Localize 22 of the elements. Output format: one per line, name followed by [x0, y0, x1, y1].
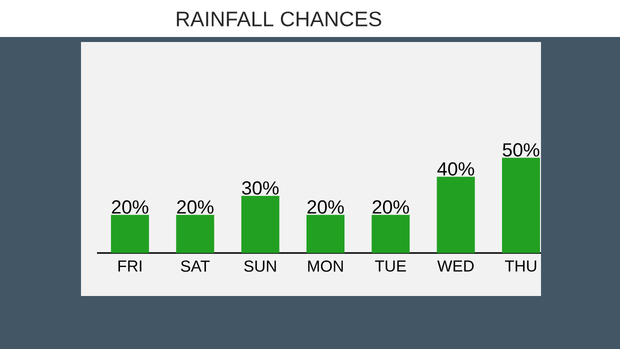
- data-label: 20%: [177, 200, 214, 214]
- bar: [241, 196, 280, 253]
- bar: [372, 214, 410, 253]
- bar: [436, 176, 475, 253]
- data-label: 20%: [112, 200, 148, 214]
- chart-title: RAINFALL CHANCES: [176, 12, 382, 26]
- data-label: 30%: [242, 181, 279, 195]
- bar: [306, 214, 344, 253]
- bar: [502, 158, 540, 253]
- x-tick-label: SUN: [244, 260, 276, 272]
- data-label: 50%: [502, 143, 540, 157]
- x-tick-label: THU: [504, 260, 536, 272]
- x-tick-label: MON: [308, 260, 343, 272]
- x-tick-label: TUE: [375, 260, 406, 272]
- bar: [110, 214, 149, 253]
- data-label: 40%: [437, 162, 474, 176]
- bar: [176, 214, 214, 253]
- x-tick-label: FRI: [118, 260, 142, 272]
- data-label: 20%: [308, 200, 344, 214]
- x-tick-label: SAT: [180, 260, 210, 272]
- x-tick-label: WED: [437, 260, 474, 272]
- data-label: 20%: [372, 200, 409, 214]
